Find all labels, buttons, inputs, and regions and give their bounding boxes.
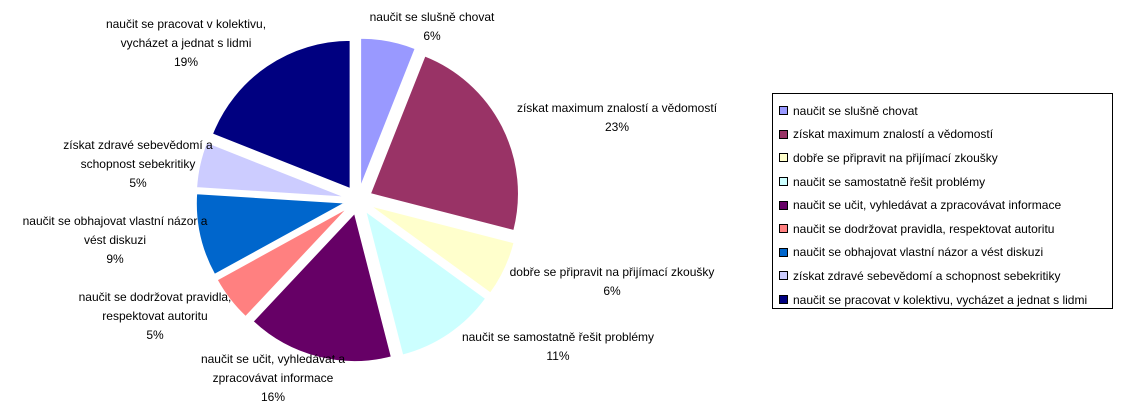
pie-slice (216, 208, 348, 318)
pie-slice (196, 141, 345, 198)
legend-swatch (779, 153, 788, 163)
legend-swatch (779, 271, 788, 281)
legend-label: naučit se obhajovat vlastní názor a vést… (793, 245, 1044, 260)
legend-swatch (779, 129, 788, 139)
legend-swatch (779, 224, 788, 234)
slice-label-line: respektovat autoritu (102, 309, 207, 323)
slice-label: naučit se dodržovat pravidla, respektovat… (79, 290, 232, 342)
legend-label: naučit se učit, vyhledávat a zpracovávat… (793, 198, 1062, 213)
slice-label-line: naučit se pracovat v kolektivu, (106, 17, 266, 31)
pie-slice (211, 39, 351, 190)
slice-label-line: naučit se obhajovat vlastní názor a (23, 214, 208, 228)
legend-item: naučit se pracovat v kolektivu, vycházet… (773, 288, 1112, 312)
legend-label: naučit se samostatně řešit problémy (793, 174, 986, 189)
legend-item: naučit se slušně chovat (773, 99, 1112, 123)
slice-percent: 16% (261, 390, 285, 402)
slice-label: naučit se učit, vyhledávat a zpracovávat … (201, 352, 345, 402)
legend-item: naučit se obhajovat vlastní názor a vést… (773, 241, 1112, 265)
slice-label-line: naučit se dodržovat pravidla, (79, 290, 232, 304)
slice-label: naučit se samostatně řešit problémy 11% (462, 330, 654, 363)
legend-item: naučit se učit, vyhledávat a zpracovávat… (773, 193, 1112, 217)
pie-slice (195, 193, 347, 276)
slice-label-line: naučit se slušně chovat (370, 10, 495, 24)
slice-label-line: dobře se připravit na přijímací zkoušky (510, 265, 715, 279)
legend-swatch (779, 200, 788, 210)
slice-label-line: naučit se učit, vyhledávat a (201, 352, 345, 366)
slice-percent: 5% (146, 328, 164, 342)
legend-item: naučit se dodržovat pravidla, respektova… (773, 217, 1112, 241)
slice-label: naučit se obhajovat vlastní názor a vést … (23, 214, 208, 266)
legend-label: naučit se slušně chovat (793, 103, 918, 118)
pie-chart: naučit se slušně chovat 6% získat maximum … (23, 10, 718, 402)
slice-label-line: získat maximum znalostí a vědomostí (517, 101, 718, 115)
pie-slice (360, 37, 416, 187)
slice-percent: 6% (603, 284, 621, 298)
slice-label: naučit se pracovat v kolektivu, vycházet … (106, 17, 266, 69)
slice-percent: 9% (106, 252, 124, 266)
legend-label: získat zdravé sebevědomí a schopnost seb… (793, 268, 1061, 283)
slice-label-line: naučit se samostatně řešit problémy (462, 330, 654, 344)
slice-label: získat zdravé sebevědomí a schopnost sebe… (63, 138, 213, 190)
slice-label-line: získat zdravé sebevědomí a (63, 138, 213, 152)
legend-item: získat maximum znalostí a vědomostí (773, 123, 1112, 147)
slice-percent: 6% (423, 29, 441, 43)
legend-swatch (779, 247, 788, 257)
slice-label: získat maximum znalostí a vědomostí 23% (517, 101, 718, 134)
legend-label: získat maximum znalostí a vědomostí (793, 127, 994, 142)
pie-slice (370, 205, 515, 294)
slice-label: dobře se připravit na přijímací zkoušky 6… (510, 265, 715, 298)
slice-label: naučit se slušně chovat 6% (370, 10, 495, 43)
legend: naučit se slušně chovat získat maximum zn… (772, 93, 1113, 309)
legend-swatch (779, 106, 788, 116)
legend-label: dobře se připravit na přijímací zkoušky (793, 150, 998, 165)
legend-item: dobře se připravit na přijímací zkoušky (773, 146, 1112, 170)
slice-label-line: vést diskuzi (84, 233, 146, 247)
legend-swatch (779, 177, 788, 187)
legend-item: naučit se samostatně řešit problémy (773, 170, 1112, 194)
slice-percent: 19% (174, 55, 198, 69)
legend-swatch (779, 295, 788, 305)
legend-item: získat zdravé sebevědomí a schopnost seb… (773, 264, 1112, 288)
legend-label: naučit se dodržovat pravidla, respektova… (793, 221, 1055, 236)
legend-label: naučit se pracovat v kolektivu, vycházet… (793, 292, 1088, 307)
slice-label-line: zpracovávat informace (213, 371, 334, 385)
slice-label-line: schopnost sebekritiky (81, 157, 196, 171)
pie-slice (252, 212, 392, 363)
slice-percent: 11% (546, 349, 569, 363)
slice-percent: 5% (129, 176, 147, 190)
slice-label-line: vycházet a jednat s lidmi (121, 36, 252, 50)
slice-percent: 23% (605, 120, 629, 134)
pie-slice (365, 210, 487, 356)
pie-slice (369, 55, 519, 232)
